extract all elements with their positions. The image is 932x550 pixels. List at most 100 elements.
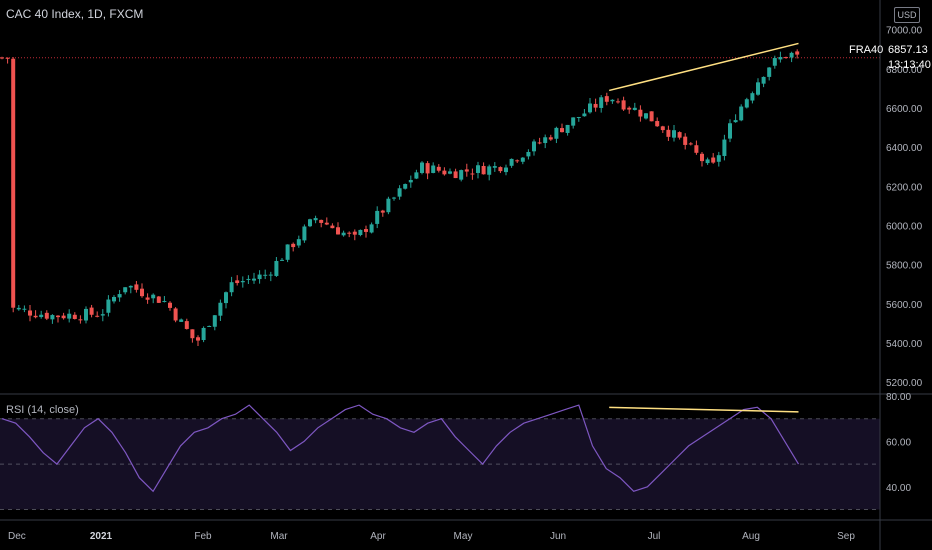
candle-77 (431, 162, 436, 174)
x-axis-tick-1: 2021 (90, 531, 113, 542)
x-axis-tick-9: Sep (837, 531, 855, 542)
candle-112 (627, 106, 632, 114)
candle-133 (744, 97, 749, 109)
candle-93 (520, 157, 525, 165)
candle-117 (655, 117, 660, 127)
price-tag-value: 6857.13 (888, 44, 928, 56)
x-axis-tick-3: Mar (270, 531, 288, 542)
candle-91 (509, 158, 514, 168)
candle-27 (151, 293, 156, 304)
candle-68 (380, 209, 385, 217)
price-axis-tick-3: 5800.00 (886, 261, 923, 272)
candle-8 (44, 310, 49, 321)
rsi-trendline[interactable] (609, 406, 799, 413)
candle-84 (470, 168, 475, 180)
price-pane (0, 42, 880, 347)
candle-96 (537, 137, 542, 145)
candle-102 (571, 117, 576, 129)
candle-107 (599, 95, 604, 113)
candle-14 (78, 315, 83, 324)
candle-140 (784, 56, 788, 59)
candle-9 (50, 314, 55, 324)
candle-92 (515, 159, 520, 164)
candle-35 (196, 335, 200, 347)
candle-41 (229, 276, 234, 297)
candle-113 (632, 102, 637, 111)
price-trendline[interactable] (609, 42, 799, 92)
candle-7 (39, 310, 44, 319)
candle-25 (140, 283, 144, 298)
candle-33 (184, 318, 189, 330)
candle-46 (257, 270, 262, 284)
candle-15 (84, 306, 88, 324)
candle-137 (767, 67, 772, 81)
candle-53 (296, 235, 301, 248)
rsi-axis-tick-2: 80.00 (886, 392, 911, 403)
candle-36 (201, 326, 206, 343)
candle-12 (67, 309, 72, 323)
candle-94 (526, 149, 531, 160)
candle-76 (425, 161, 430, 180)
candle-2 (11, 57, 16, 313)
candle-18 (100, 309, 105, 322)
x-axis-tick-2: Feb (194, 531, 212, 542)
currency-badge[interactable]: USD (894, 7, 920, 23)
candle-38 (212, 315, 217, 331)
rsi-label: RSI (14, close) (6, 404, 79, 416)
candle-47 (263, 269, 268, 280)
x-axis-tick-5: May (454, 531, 473, 542)
candle-65 (364, 225, 368, 238)
candle-70 (392, 196, 396, 201)
candle-1 (5, 57, 10, 64)
price-axis-tick-0: 5200.00 (886, 378, 923, 389)
price-tag-countdown: 13:13:40 (888, 59, 931, 71)
candle-13 (72, 312, 77, 320)
candle-59 (330, 223, 335, 229)
candle-78 (436, 164, 441, 173)
candle-45 (252, 272, 256, 284)
candle-57 (319, 219, 324, 228)
candle-119 (666, 125, 671, 141)
price-axis-tick-2: 5600.00 (886, 300, 923, 311)
candle-128 (716, 151, 721, 167)
x-axis-tick-0: Dec (8, 531, 26, 542)
x-axis-tick-4: Apr (370, 531, 386, 542)
candle-22 (123, 287, 128, 295)
candle-106 (593, 98, 598, 112)
price-tag-symbol: FRA40 (849, 44, 884, 56)
candle-103 (576, 116, 581, 122)
candle-50 (280, 258, 284, 261)
candle-138 (772, 55, 777, 69)
candle-141 (789, 51, 794, 63)
candle-74 (414, 169, 419, 180)
candle-10 (56, 315, 60, 323)
candle-24 (134, 280, 139, 293)
candle-81 (453, 168, 458, 179)
candle-97 (543, 134, 548, 149)
candle-116 (649, 111, 654, 122)
candle-100 (560, 123, 564, 133)
candle-125 (700, 151, 704, 167)
candle-26 (145, 293, 150, 304)
candle-28 (156, 296, 161, 304)
candle-98 (548, 134, 553, 141)
candle-104 (582, 109, 587, 117)
candle-6 (33, 310, 38, 319)
candle-61 (341, 230, 346, 237)
candle-16 (89, 304, 94, 318)
candle-82 (459, 169, 464, 182)
candle-64 (358, 229, 363, 237)
candle-0 (0, 56, 4, 60)
candle-123 (688, 142, 693, 146)
candle-114 (638, 105, 643, 122)
candle-85 (476, 161, 480, 179)
price-axis-tick-6: 6400.00 (886, 143, 923, 154)
candle-43 (240, 276, 245, 288)
candle-127 (711, 153, 716, 164)
candle-86 (481, 162, 486, 175)
candle-79 (442, 167, 447, 176)
candle-5 (28, 304, 32, 322)
candle-17 (95, 311, 100, 318)
candle-129 (722, 134, 727, 161)
candle-60 (336, 222, 340, 235)
